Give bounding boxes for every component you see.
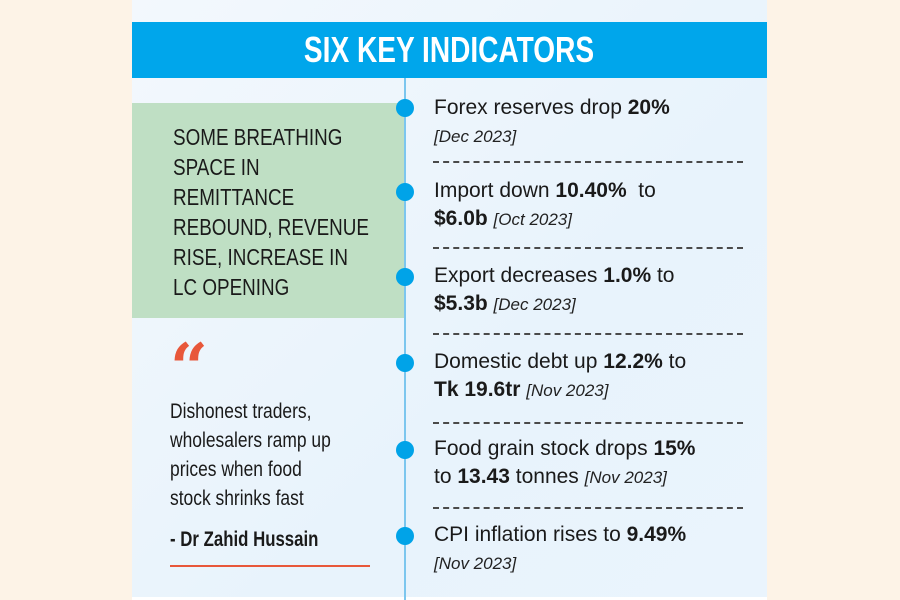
separator bbox=[433, 161, 743, 163]
separator bbox=[433, 422, 743, 424]
indicator-date: [Nov 2023] bbox=[526, 381, 609, 400]
bottom-strip bbox=[132, 597, 767, 600]
indicator-amount: 13.43 bbox=[457, 465, 510, 488]
indicator-text: to bbox=[662, 350, 687, 373]
title-banner: SIX KEY INDICATORS bbox=[132, 22, 767, 78]
indicator-text: to bbox=[434, 465, 458, 488]
indicator-date: [Dec 2023] bbox=[493, 295, 576, 314]
indicator-export: Export decreases 1.0% to $5.3b [Dec 2023… bbox=[434, 262, 754, 319]
timeline-dot-icon bbox=[396, 99, 414, 117]
indicator-value: 15% bbox=[653, 437, 696, 460]
highlight-text: SOME BREATHING SPACE IN REMITTANCE REBOU… bbox=[173, 124, 369, 300]
indicator-value: 10.40% bbox=[555, 179, 627, 202]
indicator-text: CPI inflation rises to bbox=[434, 523, 627, 546]
indicator-date: [Dec 2023] bbox=[434, 127, 517, 146]
quote-text: Dishonest traders, wholesalers ramp up p… bbox=[170, 400, 331, 510]
quote-author: - Dr Zahid Hussain bbox=[170, 528, 319, 551]
indicator-amount: $6.0b bbox=[434, 207, 488, 230]
timeline-dot-icon bbox=[396, 527, 414, 545]
timeline-line bbox=[404, 78, 406, 600]
indicator-text: tonnes bbox=[509, 465, 579, 488]
indicator-text: to bbox=[626, 179, 656, 202]
separator bbox=[433, 247, 743, 249]
timeline-dot-icon bbox=[396, 268, 414, 286]
quote-underline bbox=[170, 565, 370, 567]
timeline-dot-icon bbox=[396, 441, 414, 459]
timeline-dot-icon bbox=[396, 354, 414, 372]
indicator-value: 20% bbox=[627, 96, 670, 119]
indicator-value: 12.2% bbox=[603, 350, 663, 373]
page-title: SIX KEY INDICATORS bbox=[304, 29, 595, 70]
indicator-text: Export decreases bbox=[434, 264, 604, 287]
indicator-text: Import down bbox=[434, 179, 556, 202]
quote-mark-icon: “ bbox=[170, 329, 208, 407]
indicator-date: [Nov 2023] bbox=[434, 554, 517, 573]
indicator-cpi-inflation: CPI inflation rises to 9.49% [Nov 2023] bbox=[434, 521, 754, 578]
indicator-food-grain: Food grain stock drops 15% to 13.43 tonn… bbox=[434, 435, 754, 492]
indicator-text: to bbox=[651, 264, 675, 287]
separator bbox=[433, 507, 743, 509]
indicator-date: [Nov 2023] bbox=[584, 468, 667, 487]
indicator-value: 9.49% bbox=[626, 523, 687, 546]
indicator-import: Import down 10.40% to $6.0b [Oct 2023] bbox=[434, 177, 754, 234]
timeline-dot-icon bbox=[396, 183, 414, 201]
indicator-amount: $5.3b bbox=[434, 292, 488, 315]
indicator-value: 1.0% bbox=[603, 264, 652, 287]
highlight-box: SOME BREATHING SPACE IN REMITTANCE REBOU… bbox=[132, 103, 404, 318]
indicator-date: [Oct 2023] bbox=[493, 210, 572, 229]
indicator-amount: Tk 19.6tr bbox=[434, 378, 521, 401]
indicator-text: Food grain stock drops bbox=[434, 437, 654, 460]
indicator-forex: Forex reserves drop 20% [Dec 2023] bbox=[434, 94, 754, 151]
indicator-domestic-debt: Domestic debt up 12.2% to Tk 19.6tr [Nov… bbox=[434, 348, 754, 405]
separator bbox=[433, 333, 743, 335]
indicator-text: Domestic debt up bbox=[434, 350, 604, 373]
indicator-text: Forex reserves drop bbox=[434, 96, 628, 119]
